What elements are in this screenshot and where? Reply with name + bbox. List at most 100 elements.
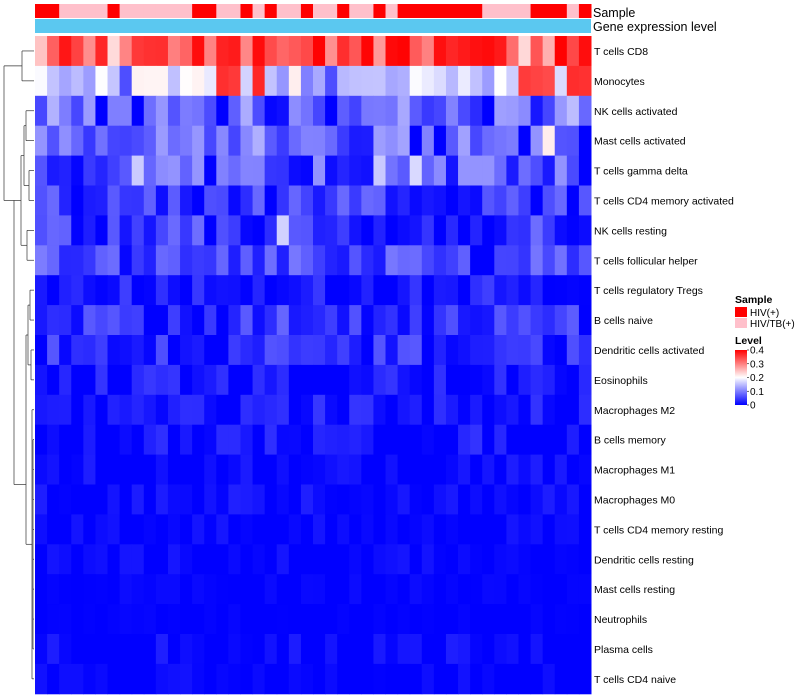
heatmap-cell — [204, 305, 217, 336]
heatmap-cell — [494, 574, 507, 605]
heatmap-cell — [252, 185, 266, 216]
heatmap-cell — [155, 36, 169, 67]
heatmap-cell — [276, 663, 290, 695]
heatmap-cell — [180, 663, 193, 695]
heatmap-cell — [107, 514, 121, 545]
heatmap-cell — [458, 245, 471, 276]
heatmap-cell — [554, 604, 568, 635]
heatmap-cell — [180, 95, 193, 127]
heatmap-cell — [349, 484, 362, 515]
heatmap-cell — [554, 424, 568, 456]
heatmap-cell — [59, 155, 72, 186]
heatmap-cell — [71, 394, 84, 426]
heatmap-cell — [228, 364, 241, 396]
heatmap-cell — [494, 604, 507, 635]
heatmap-cell — [119, 394, 133, 426]
heatmap-cell — [276, 484, 290, 515]
heatmap-cell — [554, 185, 568, 216]
heatmap-cell — [119, 424, 133, 456]
row-label: Macrophages M1 — [594, 465, 675, 477]
heatmap-cell — [192, 574, 205, 605]
heatmap-cell — [506, 484, 519, 515]
sample-annotation-cell — [228, 4, 241, 18]
heatmap-cell — [288, 544, 302, 575]
heatmap-cell — [349, 36, 362, 67]
heatmap-cell — [421, 245, 435, 276]
heatmap-cell — [482, 275, 495, 306]
heatmap-cell — [71, 663, 84, 695]
sample-annotation-cell — [131, 4, 145, 18]
heatmap-cell — [458, 394, 471, 426]
heatmap-cell — [518, 275, 532, 306]
heatmap-cell — [445, 95, 459, 127]
heatmap-cell — [83, 65, 96, 97]
heatmap-cell — [470, 424, 483, 456]
heatmap-cell — [397, 514, 411, 545]
heatmap-cell — [554, 335, 568, 366]
heatmap-cell — [530, 36, 544, 67]
sample-annotation-cell — [204, 4, 217, 18]
heatmap-cell — [95, 125, 109, 157]
heatmap-cell — [578, 275, 592, 306]
heatmap-cell — [530, 424, 544, 456]
heatmap-cell — [131, 634, 145, 665]
heatmap-cell — [192, 245, 205, 276]
heatmap-cell — [300, 65, 314, 97]
heatmap-cell — [119, 634, 133, 665]
heatmap-cell — [119, 305, 133, 336]
heatmap-cell — [482, 125, 495, 157]
heatmap-cell — [542, 185, 556, 216]
heatmap-cell — [337, 514, 350, 545]
heatmap-cell — [204, 215, 217, 246]
row-label: Dendritic cells activated — [594, 345, 704, 357]
heatmap-cell — [349, 245, 362, 276]
heatmap-cell — [107, 663, 121, 695]
heatmap-cell — [300, 424, 314, 456]
heatmap-cell — [288, 634, 302, 665]
heatmap-cell — [252, 514, 266, 545]
heatmap-cell — [325, 245, 338, 276]
heatmap-cell — [554, 36, 568, 67]
heatmap-cell — [155, 394, 169, 426]
heatmap-cell — [131, 155, 145, 186]
sample-annotation-cell — [83, 4, 96, 18]
heatmap-cell — [421, 36, 435, 67]
heatmap-cell — [458, 335, 471, 366]
heatmap-cell — [494, 95, 507, 127]
heatmap-cell — [131, 245, 145, 276]
heatmap-cell — [337, 544, 350, 575]
heatmap-cell — [578, 424, 592, 456]
heatmap-cell — [167, 514, 181, 545]
heatmap-cell — [131, 65, 145, 97]
heatmap-cell — [83, 275, 96, 306]
heatmap-cell — [95, 454, 109, 485]
heatmap-cell — [397, 36, 411, 67]
heatmap-cell — [373, 335, 387, 366]
heatmap-cell — [409, 574, 423, 605]
sample-annotation-cell — [337, 4, 350, 18]
heatmap-cell — [95, 215, 109, 246]
heatmap-cell — [361, 484, 374, 515]
heatmap-cell — [349, 95, 362, 127]
heatmap-cell — [385, 36, 399, 67]
heatmap-cell — [47, 574, 60, 605]
heatmap-cell — [228, 155, 241, 186]
heatmap-cell — [458, 604, 471, 635]
heatmap-cell — [47, 185, 60, 216]
heatmap-cell — [276, 424, 290, 456]
heatmap-cell — [470, 185, 483, 216]
heatmap-cell — [228, 215, 241, 246]
heatmap-cell — [506, 36, 519, 67]
heatmap-cell — [542, 544, 556, 575]
heatmap-cell — [119, 574, 133, 605]
heatmap-cell — [409, 544, 423, 575]
heatmap-cell — [458, 574, 471, 605]
heatmap-cell — [349, 663, 362, 695]
heatmap-cell — [385, 125, 399, 157]
heatmap-cell — [409, 484, 423, 515]
heatmap-cell — [155, 305, 169, 336]
heatmap-cell — [445, 634, 459, 665]
heatmap-cell — [71, 95, 84, 127]
heatmap-cell — [228, 604, 241, 635]
heatmap-cell — [180, 335, 193, 366]
